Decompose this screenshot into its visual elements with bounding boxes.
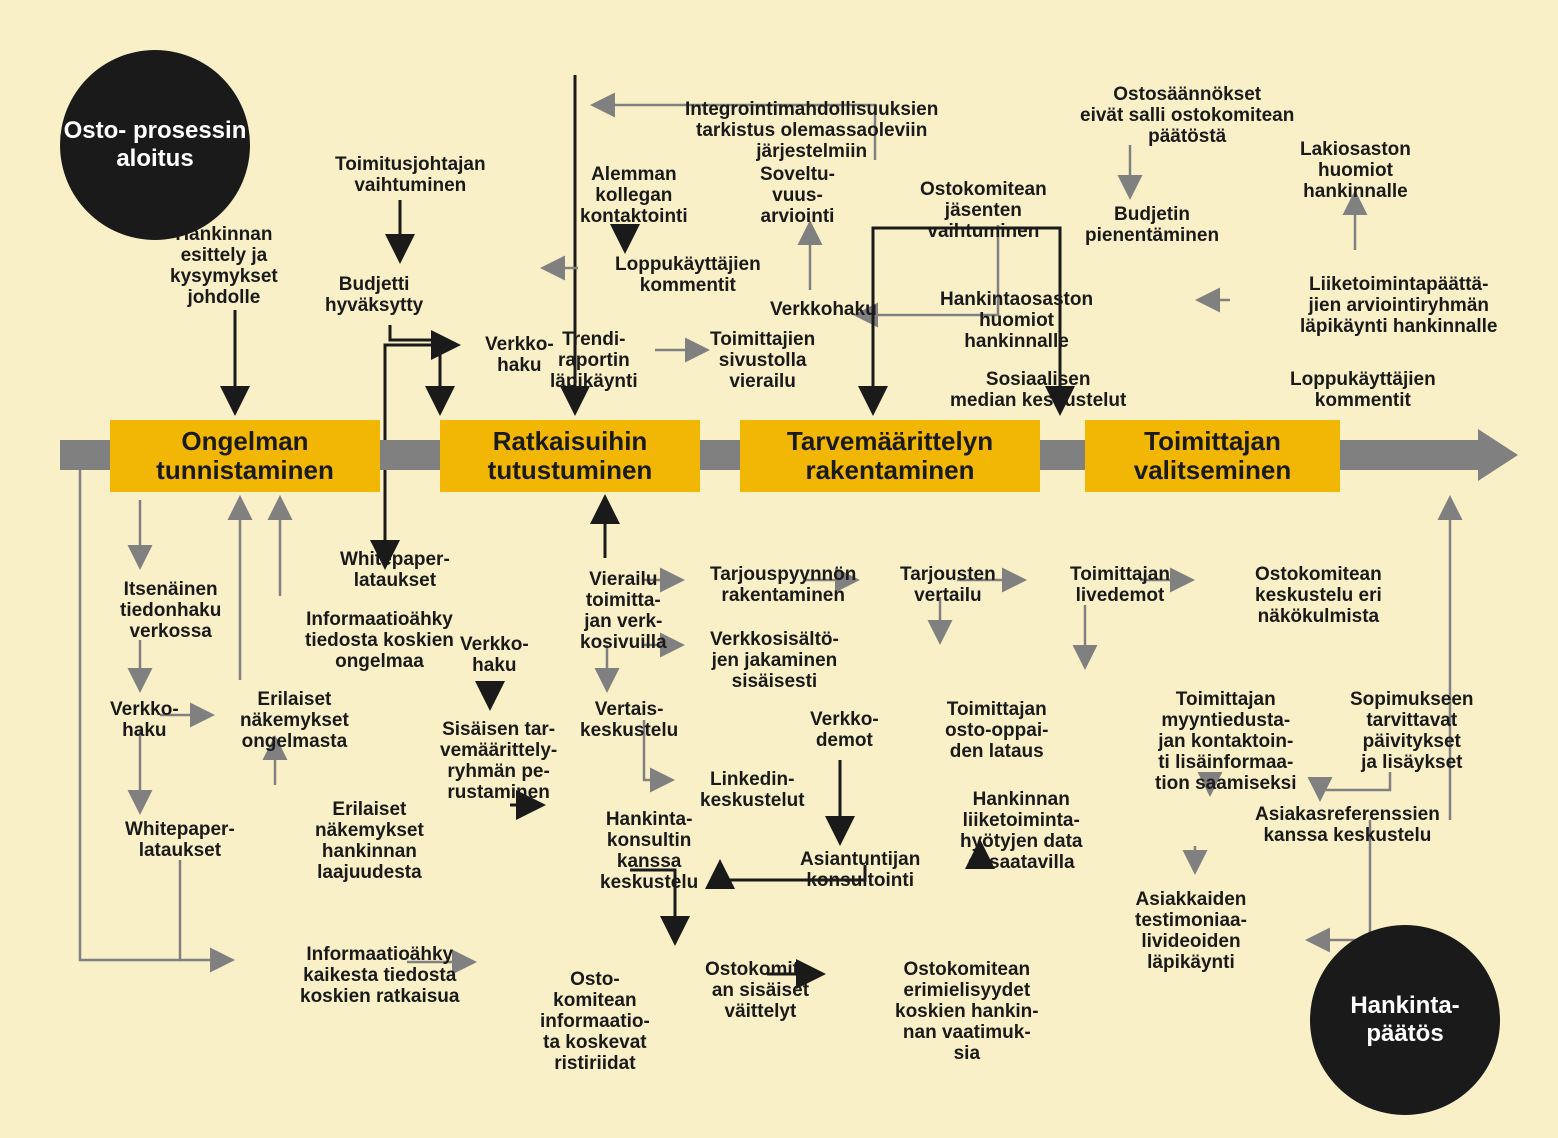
note-n17: Lakiosaston huomiot hankinnalle xyxy=(1300,140,1411,203)
note-n36: Linkedin- keskustelut xyxy=(700,770,805,812)
stage-1: Ratkaisuihin tutustuminen xyxy=(440,420,700,492)
note-n24: Erilaiset näkemykset hankinnan laajuudes… xyxy=(315,800,424,884)
note-n4: Verkko- haku xyxy=(485,335,554,377)
note-n18: Liiketoimintapäättä- jien arviointiryhmä… xyxy=(1300,275,1497,338)
note-n12: Ostokomitean jäsenten vaihtuminen xyxy=(920,180,1047,243)
start-circle: Osto- prosessin aloitus xyxy=(60,50,250,240)
note-n29: Sisäisen tar- vemäärittely- ryhmän pe- r… xyxy=(440,720,557,804)
note-n32: Hankinta- konsultin kanssa keskustelu xyxy=(600,810,698,894)
stage-3: Toimittajan valitseminen xyxy=(1085,420,1340,492)
note-n35: Verkkosisältö- jen jakaminen sisäisesti xyxy=(710,630,839,693)
note-n11: Verkkohaku xyxy=(770,300,877,321)
note-n39: Ostokomite- an sisäiset väittelyt xyxy=(705,960,816,1023)
note-n9: Toimittajien sivustolla vierailu xyxy=(710,330,815,393)
note-n16: Budjetin pienentäminen xyxy=(1085,205,1219,247)
note-n5: Trendi- raportin läpikäynti xyxy=(550,330,638,393)
note-n6: Integrointimahdollisuuksien tarkistus ol… xyxy=(685,100,938,163)
main-axis-arrowhead xyxy=(1478,429,1518,481)
note-n23: Erilaiset näkemykset ongelmasta xyxy=(240,690,349,753)
start-circle-label: Osto- prosessin aloitus xyxy=(60,117,250,172)
note-n27: Informaatioähky kaikesta tiedosta koskie… xyxy=(300,945,459,1008)
note-n14: Sosiaalisen median keskustelut xyxy=(950,370,1126,412)
note-n28: Verkko- haku xyxy=(460,635,529,677)
stage-2: Tarvemäärittelyn rakentaminen xyxy=(740,420,1040,492)
note-n45: Toimittajan myyntiedusta- jan kontaktoin… xyxy=(1155,690,1297,794)
note-n22: Whitepaper- lataukset xyxy=(125,820,235,862)
note-n49: Asiakkaiden testimoniaa- livideoiden läp… xyxy=(1135,890,1247,974)
note-n25: Informaatioähky tiedosta koskien ongelma… xyxy=(305,610,454,673)
note-n37: Verkko- demot xyxy=(810,710,879,752)
note-n42: Toimittajan osto-oppai- den lataus xyxy=(945,700,1048,763)
note-n44: Toimittajan livedemot xyxy=(1070,565,1170,607)
note-n30: Vierailu toimitta- jan verk- kosivuilla xyxy=(580,570,667,654)
note-n10: Soveltu- vuus- arviointi xyxy=(760,165,835,228)
note-n47: Sopimukseen tarvittavat päivitykset ja l… xyxy=(1350,690,1474,774)
note-n2: Toimitusjohtajan vaihtuminen xyxy=(335,155,486,197)
note-n31: Vertais- keskustelu xyxy=(580,700,678,742)
note-n3: Budjetti hyväksytty xyxy=(325,275,423,317)
note-n13: Hankintaosaston huomiot hankinnalle xyxy=(940,290,1093,353)
note-n34: Tarjouspyynnön rakentaminen xyxy=(710,565,856,607)
note-n19: Loppukäyttäjien kommentit xyxy=(1290,370,1436,412)
note-n46: Ostokomitean keskustelu eri näkökulmista xyxy=(1255,565,1382,628)
note-n48: Asiakasreferenssien kanssa keskustelu xyxy=(1255,805,1440,847)
end-circle-label: Hankinta- päätös xyxy=(1310,992,1500,1047)
note-n8: Loppukäyttäjien kommentit xyxy=(615,255,761,297)
note-n40: Ostokomitean erimielisyydet koskien hank… xyxy=(895,960,1039,1064)
note-n38: Asiantuntijan konsultointi xyxy=(800,850,920,892)
diagram-canvas: Osto- prosessin aloitus Hankinta- päätös… xyxy=(0,0,1558,1138)
end-circle: Hankinta- päätös xyxy=(1310,925,1500,1115)
note-n20: Itsenäinen tiedonhaku verkossa xyxy=(120,580,221,643)
note-n43: Hankinnan liiketoiminta- hyötyjen data e… xyxy=(960,790,1082,874)
note-n1: Hankinnan esittely ja kysymykset johdoll… xyxy=(170,225,278,309)
note-n7: Alemman kollegan kontaktointi xyxy=(580,165,688,228)
note-n26: Whitepaper- lataukset xyxy=(340,550,450,592)
note-n41: Tarjousten vertailu xyxy=(900,565,996,607)
note-n33: Osto- komitean informaatio- ta koskevat … xyxy=(540,970,650,1074)
stage-0: Ongelman tunnistaminen xyxy=(110,420,380,492)
note-n15: Ostosäännökset eivät salli ostokomitean … xyxy=(1080,85,1294,148)
note-n21: Verkko- haku xyxy=(110,700,179,742)
